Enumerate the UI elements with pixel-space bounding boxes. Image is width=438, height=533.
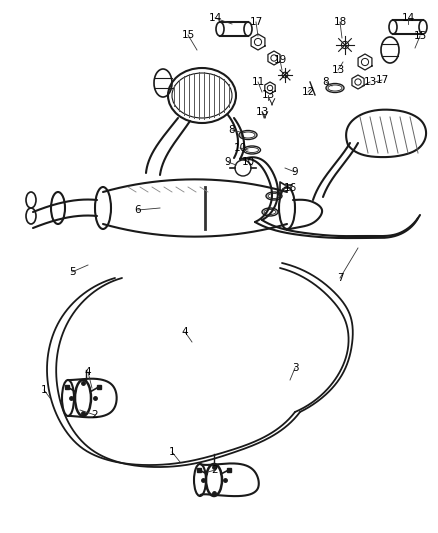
Text: 15: 15 bbox=[413, 31, 427, 41]
Text: 10: 10 bbox=[241, 157, 254, 167]
Text: 11: 11 bbox=[251, 77, 265, 87]
Text: 14: 14 bbox=[401, 13, 415, 23]
Text: 8: 8 bbox=[229, 125, 235, 135]
Text: 13: 13 bbox=[332, 65, 345, 75]
Text: 17: 17 bbox=[249, 17, 263, 27]
Text: 10: 10 bbox=[233, 143, 247, 153]
Text: 13: 13 bbox=[364, 77, 377, 87]
Text: 4: 4 bbox=[182, 327, 188, 337]
Text: 2: 2 bbox=[212, 465, 218, 475]
Text: 17: 17 bbox=[375, 75, 389, 85]
Text: 19: 19 bbox=[273, 55, 286, 65]
Text: 18: 18 bbox=[333, 17, 346, 27]
Text: 14: 14 bbox=[208, 13, 222, 23]
Text: 7: 7 bbox=[337, 273, 343, 283]
Text: 3: 3 bbox=[292, 363, 298, 373]
Text: 16: 16 bbox=[283, 183, 297, 193]
Text: 9: 9 bbox=[292, 167, 298, 177]
Text: 4: 4 bbox=[85, 367, 91, 377]
Text: 5: 5 bbox=[69, 267, 75, 277]
Text: 13: 13 bbox=[255, 107, 268, 117]
Text: 15: 15 bbox=[181, 30, 194, 40]
Text: 2: 2 bbox=[92, 410, 98, 420]
Text: 6: 6 bbox=[135, 205, 141, 215]
Text: 1: 1 bbox=[41, 385, 47, 395]
Text: 8: 8 bbox=[323, 77, 329, 87]
Text: 9: 9 bbox=[225, 157, 231, 167]
Text: 1: 1 bbox=[169, 447, 175, 457]
Text: 13: 13 bbox=[261, 90, 275, 100]
Text: 12: 12 bbox=[301, 87, 314, 97]
